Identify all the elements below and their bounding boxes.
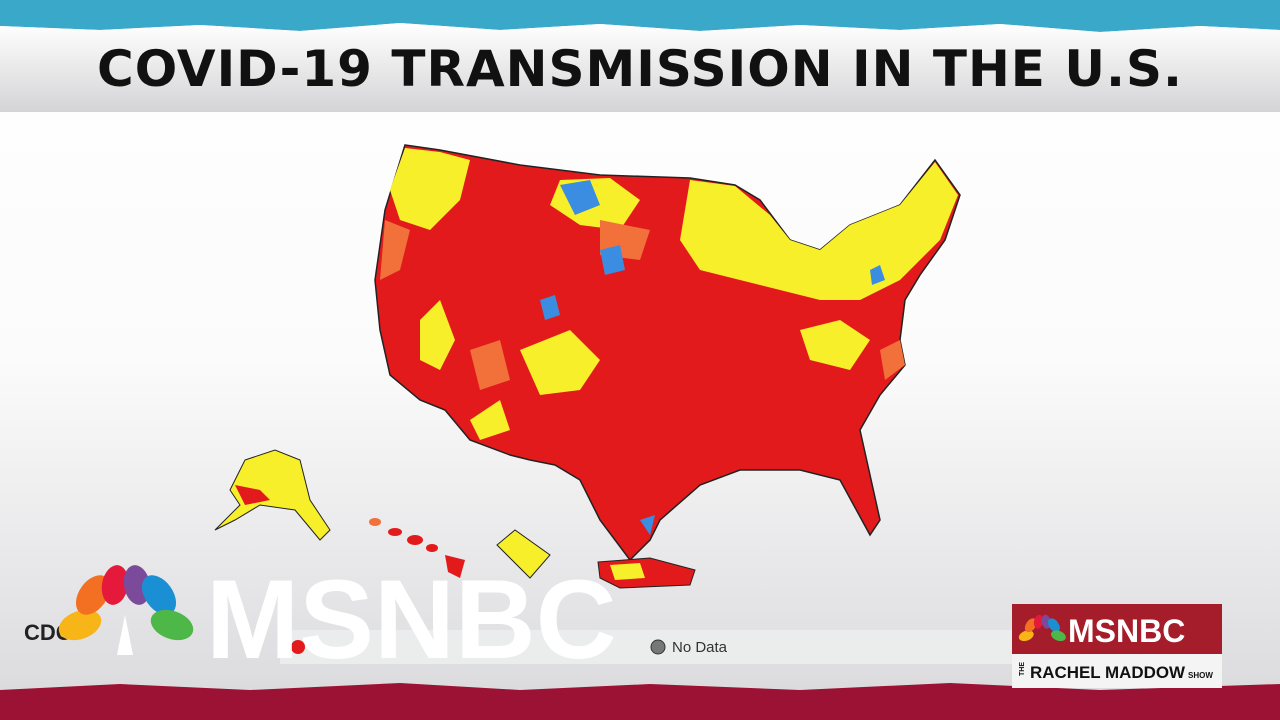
moderate-regions (540, 180, 885, 535)
map (214, 144, 961, 589)
show-suffix: SHOW (1188, 671, 1213, 680)
bottom-band (0, 683, 1280, 720)
title-band (0, 23, 1280, 112)
show-logo-network: MSNBC (1068, 613, 1185, 649)
hawaii (369, 518, 465, 578)
legend-swatch (291, 640, 305, 654)
alaska (214, 449, 331, 541)
show-logo-bottom (1012, 654, 1222, 688)
show-name: RACHEL MADDOW (1030, 663, 1186, 682)
legend-swatch (650, 639, 666, 655)
puerto-rico-low (610, 563, 645, 580)
show-logo: MSNBC THE RACHEL MADDOW SHOW (1012, 604, 1222, 688)
top-band (0, 0, 1280, 32)
territory (496, 529, 551, 579)
alaska-high (235, 485, 270, 505)
low-regions (390, 148, 958, 440)
network-watermark: MSNBC (206, 557, 617, 682)
show-prefix: THE (1019, 662, 1026, 676)
title: COVID-19 TRANSMISSION IN THE U.S. (97, 40, 1183, 98)
show-logo-top (1012, 604, 1222, 654)
peacock-logo (58, 565, 194, 655)
legend-label: No Data (672, 639, 728, 656)
